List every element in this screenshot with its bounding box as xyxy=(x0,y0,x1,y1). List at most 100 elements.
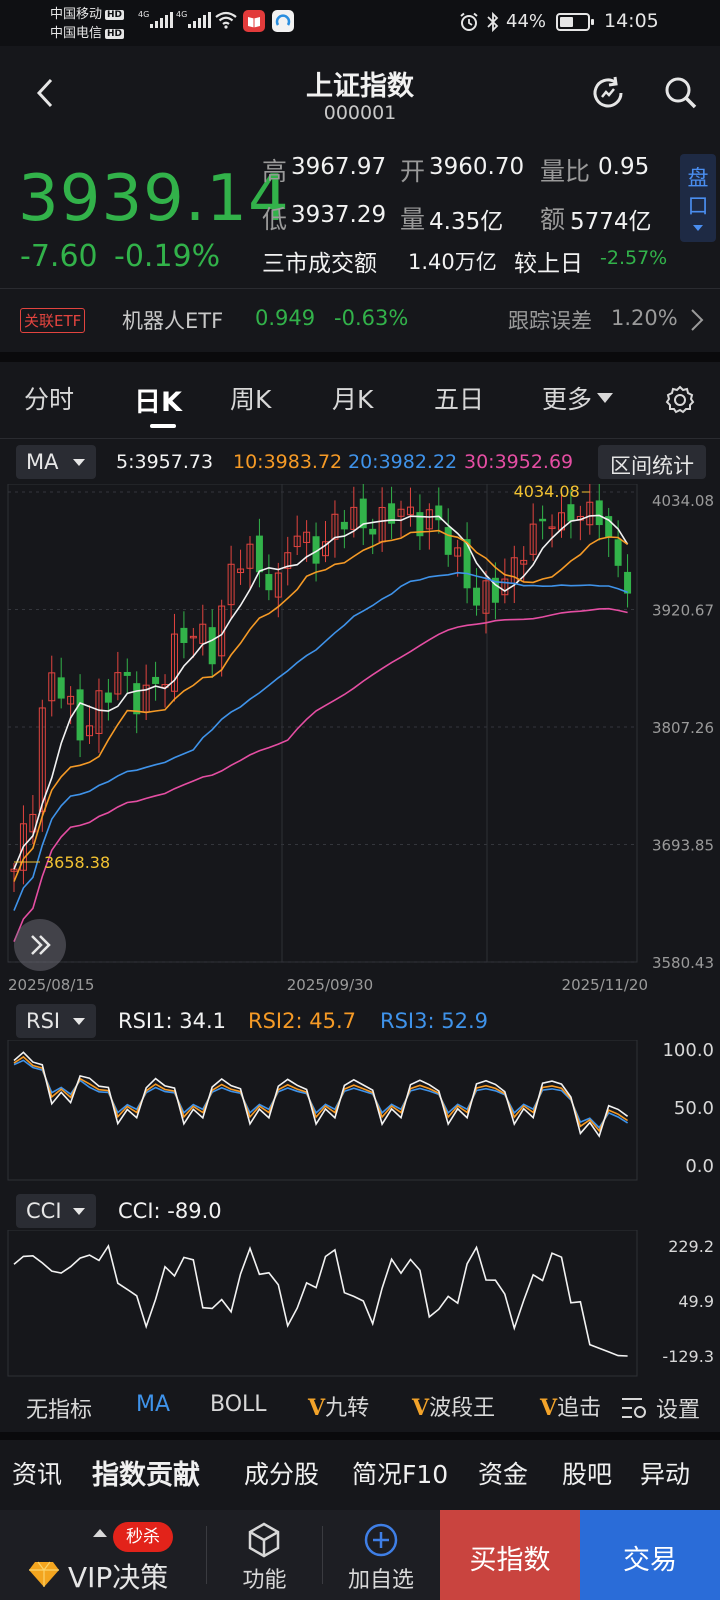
tab-funds[interactable]: 资金 xyxy=(478,1460,529,1489)
function-button[interactable]: 功能 xyxy=(207,1510,322,1600)
etf-pct: -0.63% xyxy=(334,306,409,330)
network-type-2: 4G xyxy=(176,10,188,19)
tab-daily-k[interactable]: 日K xyxy=(134,387,182,418)
candle-body xyxy=(501,578,509,596)
buy-index-label: 买指数 xyxy=(469,1545,551,1576)
add-circle-icon xyxy=(364,1523,398,1557)
candle-body xyxy=(208,627,216,665)
cci-value: CCI: -89.0 xyxy=(118,1199,222,1223)
cci-axis-label: 49.9 xyxy=(678,1292,714,1311)
candle-body xyxy=(359,498,367,529)
cube-icon xyxy=(248,1522,280,1558)
y-axis-label: 3920.67 xyxy=(652,601,714,619)
indicator-settings[interactable]: 设置 xyxy=(656,1398,701,1423)
rsi-selector[interactable]: RSI xyxy=(16,1004,96,1038)
candle-body xyxy=(425,509,433,530)
candle-body xyxy=(548,526,556,529)
active-tab-indicator xyxy=(150,424,176,428)
carrier-1: 中国移动 HD xyxy=(50,7,125,22)
trade-button[interactable]: 交易 xyxy=(580,1510,720,1600)
stock-code: 000001 xyxy=(323,102,397,124)
tab-more[interactable]: 更多 xyxy=(542,385,593,414)
range-stats-button[interactable]: 区间统计 xyxy=(598,445,706,479)
low-label: 低 xyxy=(262,205,288,234)
caret-down-icon xyxy=(693,225,703,231)
candle-body xyxy=(614,539,622,566)
tab-anomaly[interactable]: 异动 xyxy=(640,1460,691,1489)
volume-value: 4.35亿 xyxy=(429,209,504,235)
volume-ratio-label: 量比 xyxy=(540,157,591,186)
caret-down-icon xyxy=(73,1018,85,1025)
flash-sale-badge: 秒杀 xyxy=(113,1522,173,1552)
orderbook-button[interactable]: 盘 口 xyxy=(680,154,716,242)
indicator-zhuiji[interactable]: V追击 xyxy=(540,1395,602,1421)
status-bar: 中国移动 HD 中国电信 HD 4G 4G 44% 14:05 xyxy=(0,0,720,46)
tab-intraday[interactable]: 分时 xyxy=(24,385,75,414)
tab-constituents[interactable]: 成分股 xyxy=(244,1460,320,1489)
tab-five-day[interactable]: 五日 xyxy=(434,385,485,414)
etf-name: 机器人ETF xyxy=(122,309,224,333)
chart-settings-icon[interactable] xyxy=(664,384,696,416)
candle-body xyxy=(189,635,197,639)
tab-weekly-k[interactable]: 周K xyxy=(230,385,272,414)
app-notification-icon xyxy=(272,10,294,32)
candle-body xyxy=(67,695,75,705)
rsi-axis-label: 100.0 xyxy=(662,1040,714,1061)
tab-index-contribution[interactable]: 指数贡献 xyxy=(92,1460,200,1491)
candle-body xyxy=(331,513,339,540)
vip-button[interactable]: 秒杀 VIP决策 xyxy=(0,1510,206,1600)
candle-body xyxy=(454,547,462,557)
candle-body xyxy=(95,690,103,734)
nav-header: 上证指数 000001 xyxy=(0,46,720,138)
ma30-value: 30:3952.69 xyxy=(464,451,574,473)
indicator-ma[interactable]: MA xyxy=(136,1392,171,1417)
candle-body xyxy=(255,535,263,573)
candle-body xyxy=(57,677,65,699)
tracking-error-value: 1.20% xyxy=(611,306,678,330)
vip-label: VIP决策 xyxy=(68,1561,169,1594)
tab-news[interactable]: 资讯 xyxy=(12,1460,63,1489)
back-icon[interactable] xyxy=(34,76,56,110)
cci-line xyxy=(13,1244,628,1357)
wifi-icon xyxy=(215,11,237,29)
quote-section: 3939.14 -7.60 -0.19% 高 3967.97 开 3960.70… xyxy=(0,138,720,286)
buy-index-button[interactable]: 买指数 xyxy=(440,1510,580,1600)
settings-list-icon xyxy=(622,1398,646,1418)
tab-monthly-k[interactable]: 月K xyxy=(332,385,374,414)
x-axis-label: 2025/09/30 xyxy=(287,976,373,994)
candle-body xyxy=(76,689,84,741)
rsi-chart[interactable]: 100.0 50.0 0.0 xyxy=(0,1040,720,1186)
indicator-boduan[interactable]: V波段王 xyxy=(412,1395,496,1421)
rsi-axis-label: 0.0 xyxy=(685,1156,714,1177)
kline-chart[interactable]: 4034.083920.673807.263693.853580.432025/… xyxy=(0,484,720,1004)
ma-selector[interactable]: MA xyxy=(16,445,96,479)
y-axis-label: 3807.26 xyxy=(652,719,714,737)
candle-body xyxy=(170,633,178,692)
indicator-jiuzhuan[interactable]: V九转 xyxy=(308,1395,370,1421)
cci-chart[interactable]: 229.2 49.9 -129.3 xyxy=(0,1230,720,1380)
indicator-none[interactable]: 无指标 xyxy=(26,1398,93,1423)
x-axis-label: 2025/11/20 xyxy=(562,976,648,994)
y-axis-label: 4034.08 xyxy=(652,492,714,510)
candle-body xyxy=(303,531,311,543)
high-price-marker: 4034.08 xyxy=(514,484,580,501)
diamond-icon xyxy=(29,1561,59,1587)
tab-forum[interactable]: 股吧 xyxy=(562,1460,613,1489)
ma10-value: 10:3983.72 xyxy=(233,451,343,473)
refresh-icon[interactable] xyxy=(588,73,628,113)
tab-f10[interactable]: 简况F10 xyxy=(352,1460,449,1489)
rsi-bar: RSI RSI1: 34.1 RSI2: 45.7 RSI3: 52.9 xyxy=(0,1002,720,1042)
indicator-boll[interactable]: BOLL xyxy=(210,1392,267,1417)
candle-body xyxy=(293,535,301,548)
cci-selector[interactable]: CCI xyxy=(16,1194,96,1228)
candle-body xyxy=(406,506,414,516)
add-watchlist-button[interactable]: 加自选 xyxy=(323,1510,439,1600)
price-change: -7.60 xyxy=(20,239,98,274)
search-icon[interactable] xyxy=(662,74,700,112)
candle-body xyxy=(265,574,273,591)
rsi2-value: RSI2: 45.7 xyxy=(248,1009,356,1033)
rsi-frame xyxy=(7,1040,638,1181)
expand-chart-button[interactable] xyxy=(14,919,66,971)
related-etf-row[interactable]: 关联ETF 机器人ETF 0.949 -0.63% 跟踪误差 1.20% xyxy=(0,290,720,352)
ma-bar: MA 5:3957.73 10:3983.72 20:3982.22 30:39… xyxy=(0,443,720,485)
